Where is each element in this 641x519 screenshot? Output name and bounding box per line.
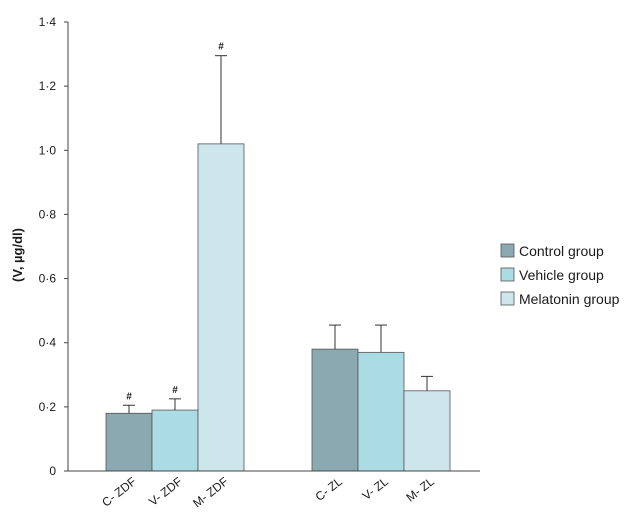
y-tick-label: 1·2	[39, 79, 57, 93]
bar	[311, 348, 359, 472]
y-tick-label: 0·6	[39, 272, 57, 286]
y-tick-label: 0·8	[39, 207, 57, 221]
x-axis: C- ZDF V- ZDF M- ZDF C- ZL V- ZL M- ZL	[68, 470, 480, 510]
bar	[105, 412, 153, 472]
x-tick-label: C- ZL	[313, 474, 346, 504]
bar	[151, 409, 199, 472]
x-tick-label: M- ZDF	[190, 474, 231, 510]
y-axis: 0 0·2 0·4 0·6 0·8 1·0 1·2 1·4	[39, 15, 69, 478]
significance-marker: #	[126, 391, 132, 402]
legend: Control group Vehicle group Melatonin grou…	[500, 243, 620, 307]
bar	[403, 390, 451, 472]
y-tick-label: 0·2	[39, 400, 57, 414]
legend-label: Control group	[519, 243, 604, 259]
x-tick-label: V- ZDF	[146, 474, 185, 508]
bar	[357, 351, 405, 472]
x-tick-label: V- ZL	[360, 474, 391, 503]
legend-swatch	[500, 243, 515, 258]
y-axis-label: (V, µg/dl)	[10, 228, 25, 282]
x-tick-label: C- ZDF	[99, 474, 139, 509]
x-tick-label: M- ZL	[404, 474, 438, 505]
legend-swatch	[500, 291, 515, 306]
significance-marker: #	[218, 42, 224, 53]
y-tick-label: 0	[49, 464, 56, 478]
legend-label: Melatonin group	[519, 291, 620, 307]
legend-swatch	[500, 267, 515, 282]
y-tick-label: 1·4	[39, 15, 57, 29]
y-tick-label: 1·0	[39, 143, 57, 157]
y-tick-label: 0·4	[39, 336, 57, 350]
bar	[197, 143, 245, 472]
bars: # # #	[105, 42, 451, 472]
significance-marker: #	[172, 385, 178, 396]
legend-label: Vehicle group	[519, 267, 604, 283]
